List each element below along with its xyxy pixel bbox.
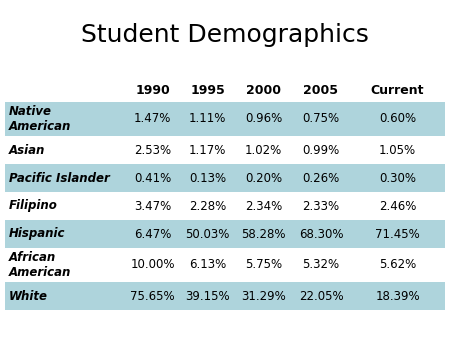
- Text: 18.39%: 18.39%: [375, 290, 420, 303]
- Bar: [5, 102, 445, 136]
- Text: 0.30%: 0.30%: [379, 171, 416, 185]
- Text: Native
American: Native American: [9, 105, 72, 133]
- Text: 2.34%: 2.34%: [245, 199, 282, 213]
- Text: 0.13%: 0.13%: [189, 171, 226, 185]
- Text: African
American: African American: [9, 251, 72, 279]
- Text: 58.28%: 58.28%: [241, 227, 286, 241]
- Bar: [5, 220, 445, 248]
- Text: 68.30%: 68.30%: [299, 227, 343, 241]
- Text: 1.02%: 1.02%: [245, 144, 282, 156]
- Text: 0.75%: 0.75%: [302, 113, 340, 125]
- Text: 2000: 2000: [246, 84, 281, 97]
- Text: Student Demographics: Student Demographics: [81, 23, 369, 47]
- Text: 5.62%: 5.62%: [379, 259, 416, 271]
- Text: 0.41%: 0.41%: [134, 171, 171, 185]
- Text: 0.20%: 0.20%: [245, 171, 282, 185]
- Text: 2.46%: 2.46%: [379, 199, 416, 213]
- Text: 5.32%: 5.32%: [302, 259, 340, 271]
- Text: 0.26%: 0.26%: [302, 171, 340, 185]
- Text: 2.28%: 2.28%: [189, 199, 226, 213]
- Text: 1990: 1990: [135, 84, 170, 97]
- Bar: [5, 164, 445, 192]
- Text: Filipino: Filipino: [9, 199, 58, 213]
- Text: 1.11%: 1.11%: [189, 113, 226, 125]
- Text: 22.05%: 22.05%: [299, 290, 343, 303]
- Text: Current: Current: [371, 84, 424, 97]
- Text: 39.15%: 39.15%: [185, 290, 230, 303]
- Text: 2.33%: 2.33%: [302, 199, 340, 213]
- Text: Pacific Islander: Pacific Islander: [9, 171, 110, 185]
- Text: 50.03%: 50.03%: [185, 227, 230, 241]
- Text: 0.60%: 0.60%: [379, 113, 416, 125]
- Text: 1.17%: 1.17%: [189, 144, 226, 156]
- Text: 1.05%: 1.05%: [379, 144, 416, 156]
- Text: 2005: 2005: [303, 84, 338, 97]
- Text: 1.47%: 1.47%: [134, 113, 171, 125]
- Text: White: White: [9, 290, 48, 303]
- Text: 1995: 1995: [190, 84, 225, 97]
- Text: 6.13%: 6.13%: [189, 259, 226, 271]
- Text: 3.47%: 3.47%: [134, 199, 171, 213]
- Text: 71.45%: 71.45%: [375, 227, 420, 241]
- Text: Asian: Asian: [9, 144, 45, 156]
- Text: Hispanic: Hispanic: [9, 227, 66, 241]
- Text: 10.00%: 10.00%: [130, 259, 175, 271]
- Text: 0.99%: 0.99%: [302, 144, 340, 156]
- Text: 31.29%: 31.29%: [241, 290, 286, 303]
- Text: 2.53%: 2.53%: [134, 144, 171, 156]
- Text: 75.65%: 75.65%: [130, 290, 175, 303]
- Bar: [5, 282, 445, 310]
- Text: 5.75%: 5.75%: [245, 259, 282, 271]
- Text: 6.47%: 6.47%: [134, 227, 171, 241]
- Text: 0.96%: 0.96%: [245, 113, 282, 125]
